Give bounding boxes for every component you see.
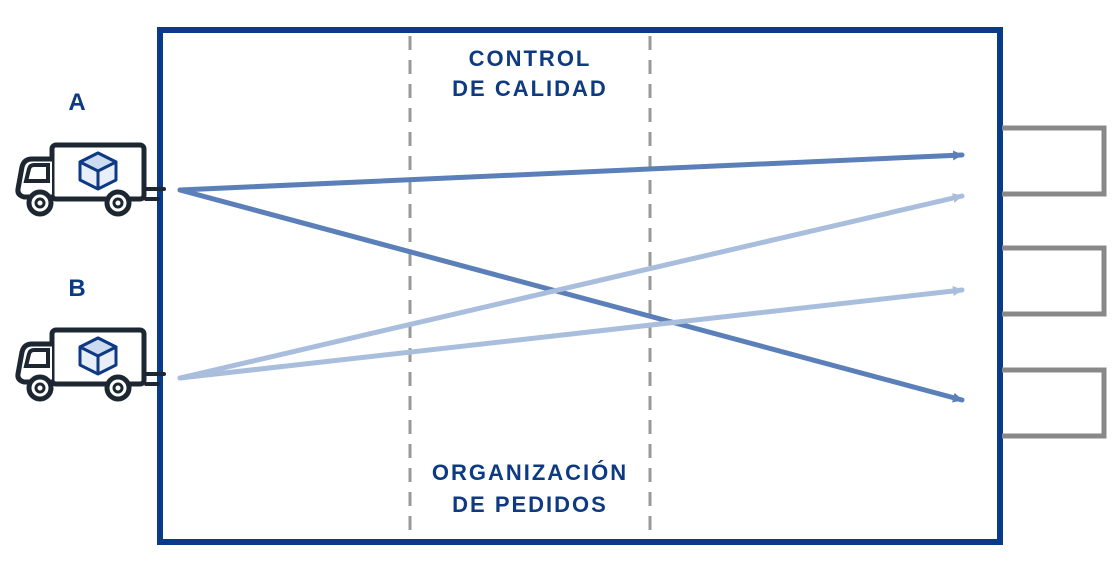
package-icon — [80, 338, 116, 374]
diagram-stage: CONTROL DE CALIDAD ORGANIZACIÓN DE PEDIDOS A… — [0, 0, 1120, 565]
package-icon — [80, 153, 116, 189]
output-slot-2 — [1002, 248, 1104, 314]
diagram-svg: CONTROL DE CALIDAD ORGANIZACIÓN DE PEDIDOS A… — [0, 0, 1120, 565]
truck-label-A: A — [68, 89, 87, 116]
label-top-line2: DE CALIDAD — [452, 76, 608, 101]
truck-icon — [18, 330, 164, 399]
truck-icon — [18, 145, 164, 214]
flow-arrow-1 — [180, 155, 962, 190]
flow-arrow-4 — [180, 290, 962, 378]
label-bottom-line1: ORGANIZACIÓN — [432, 460, 628, 485]
output-slot-1 — [1002, 128, 1104, 194]
label-bottom-line2: DE PEDIDOS — [452, 492, 608, 517]
output-slot-3 — [1002, 370, 1104, 436]
label-top-line1: CONTROL — [469, 46, 592, 71]
truck-label-B: B — [68, 275, 87, 302]
